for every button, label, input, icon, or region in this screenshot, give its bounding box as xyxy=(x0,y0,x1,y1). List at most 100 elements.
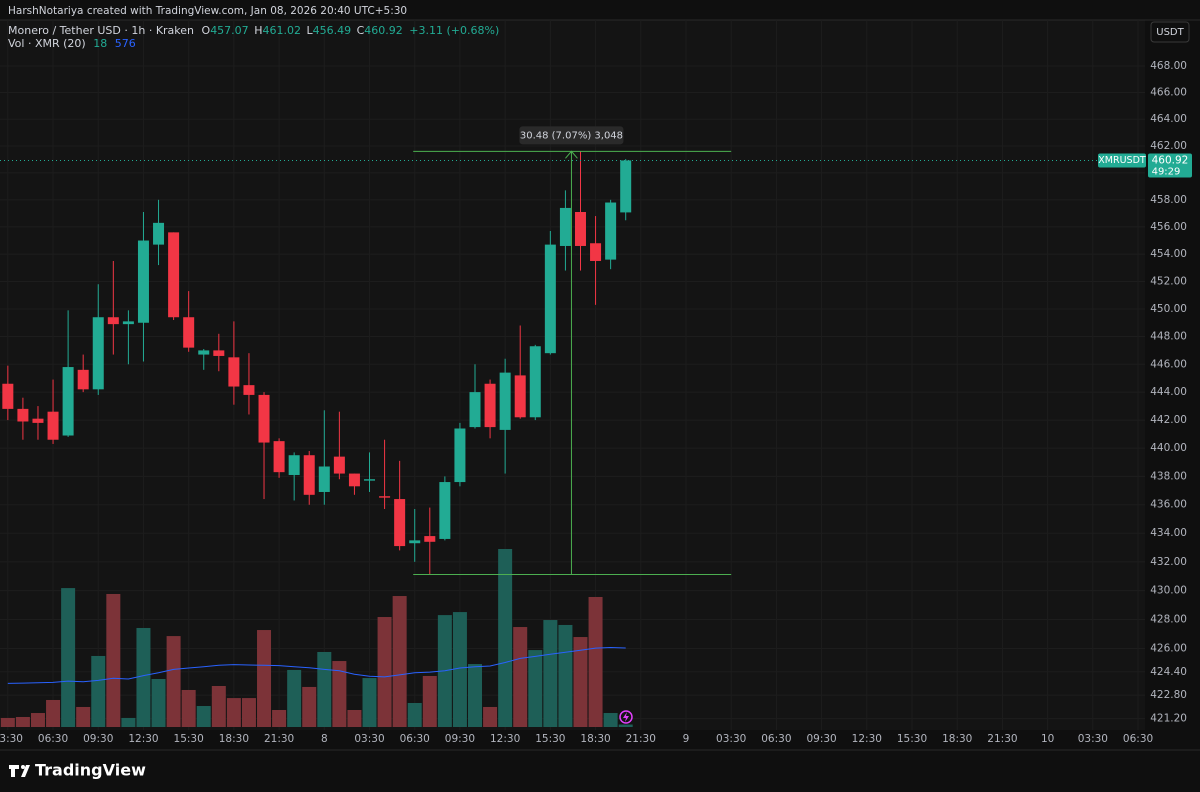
volume-bar xyxy=(347,709,362,727)
volume-bar xyxy=(257,630,272,727)
volume-bar xyxy=(407,703,422,727)
volume-bar xyxy=(46,699,61,727)
volume-bar xyxy=(136,627,151,727)
x-tick-label: 12:30 xyxy=(852,733,882,745)
candle-body xyxy=(318,466,330,492)
brand: TradingView xyxy=(35,761,146,780)
candle-body xyxy=(183,317,195,348)
y-tick-label: 464.00 xyxy=(1150,113,1187,125)
x-tick-label: 03:30 xyxy=(1078,733,1108,745)
y-tick-label: 430.00 xyxy=(1150,585,1187,597)
volume-bar xyxy=(588,596,603,727)
volume-bar xyxy=(392,596,407,727)
price-tag xyxy=(1148,153,1192,178)
candle-body xyxy=(273,441,285,473)
x-tick-label: 9 xyxy=(683,733,690,745)
ohlc-label: C xyxy=(357,24,365,37)
y-tick-label: 434.00 xyxy=(1150,527,1187,539)
volume-bar xyxy=(61,588,76,727)
x-tick-label: 18:30 xyxy=(942,733,972,745)
volume-bar xyxy=(498,548,513,727)
ohlc-label: L xyxy=(306,24,313,37)
ohlc-value: 461.02 xyxy=(262,24,301,37)
volume-bar xyxy=(603,713,618,727)
currency-button[interactable] xyxy=(1150,21,1190,43)
y-tick-label: 448.00 xyxy=(1150,331,1187,343)
currency-label[interactable]: USDT xyxy=(1156,27,1184,38)
candle-body xyxy=(153,222,165,245)
x-tick-label: 12:30 xyxy=(490,733,520,745)
y-tick-label: 454.00 xyxy=(1150,248,1187,260)
x-tick-label: 09:30 xyxy=(445,733,475,745)
candle-body xyxy=(288,455,300,475)
legend: Monero / Tether USD · 1h · Kraken O457.0… xyxy=(8,24,499,37)
x-tick-label: 06:30 xyxy=(761,733,791,745)
y-tick-label: 421.20 xyxy=(1150,713,1187,725)
symbol-tag-label: XMRUSDT xyxy=(1098,155,1146,166)
volume-bar xyxy=(91,655,106,727)
y-tick-label: 432.00 xyxy=(1150,556,1187,568)
y-tick-label: 422.80 xyxy=(1150,689,1187,701)
x-tick-label: 21:30 xyxy=(264,733,294,745)
candle-body xyxy=(228,357,240,387)
volume-bar xyxy=(226,698,241,727)
ohlc-value: 457.07 xyxy=(210,24,249,37)
volume-bar xyxy=(452,612,467,727)
y-tick-label: 466.00 xyxy=(1150,87,1187,99)
y-tick-label: 424.40 xyxy=(1150,666,1187,678)
candle-body xyxy=(137,240,149,323)
y-tick-label: 456.00 xyxy=(1150,221,1187,233)
credit: HarshNotariya created with TradingView.c… xyxy=(8,5,407,17)
x-tick-label: 09:30 xyxy=(83,733,113,745)
y-tick-label: 444.00 xyxy=(1150,386,1187,398)
volume-bar xyxy=(121,717,136,727)
plot: 30.48 (7.07%) 3,048 xyxy=(0,126,732,727)
candle-body xyxy=(394,499,406,547)
alert-icon[interactable] xyxy=(619,710,633,724)
candle-body xyxy=(32,418,44,423)
symbol-tag xyxy=(1098,153,1146,168)
candle-body xyxy=(47,411,59,440)
volume-bar xyxy=(302,686,317,727)
candle-body xyxy=(620,160,632,213)
candle-body xyxy=(574,211,586,246)
x-tick-label: 15:30 xyxy=(535,733,565,745)
volume-bar xyxy=(467,664,482,727)
x-tick-label: 18:30 xyxy=(219,733,249,745)
candle-body xyxy=(454,428,466,483)
candle-body xyxy=(364,479,376,481)
volume-bar xyxy=(15,716,30,727)
measure-label-box xyxy=(519,126,624,145)
measure-label: 30.48 (7.07%) 3,048 xyxy=(520,130,623,141)
candle-body xyxy=(499,372,511,430)
y-tick-label: 436.00 xyxy=(1150,499,1187,511)
measure-arrow xyxy=(565,150,578,159)
candle-body xyxy=(484,383,496,428)
volume-bar xyxy=(422,675,437,727)
symbol-title: Monero / Tether USD · 1h · Kraken xyxy=(8,24,194,37)
x-tick-label: 03:30 xyxy=(0,733,23,745)
candle-body xyxy=(439,482,451,539)
grid xyxy=(0,20,1145,730)
volume-bar xyxy=(272,709,287,727)
candle-body xyxy=(258,394,270,443)
volume-value: 18 xyxy=(93,37,107,50)
y-tick-label: 428.00 xyxy=(1150,613,1187,625)
y-tick-label: 440.00 xyxy=(1150,442,1187,454)
ohlc-value: 460.92 xyxy=(364,24,403,37)
volume-legend: Vol · XMR (20) 18 576 xyxy=(8,37,136,50)
brand-logo xyxy=(9,765,30,777)
volume-bar xyxy=(76,706,91,727)
candle-body xyxy=(529,346,541,418)
x-tick-label: 06:30 xyxy=(38,733,68,745)
candle-body xyxy=(469,392,481,428)
volume-bar xyxy=(0,717,15,727)
volume-bar xyxy=(181,689,196,727)
candle-body xyxy=(17,408,29,422)
x-tick-label: 12:30 xyxy=(128,733,158,745)
candle-body xyxy=(62,367,74,436)
x-tick-label: 21:30 xyxy=(987,733,1017,745)
volume-bar xyxy=(362,678,377,727)
